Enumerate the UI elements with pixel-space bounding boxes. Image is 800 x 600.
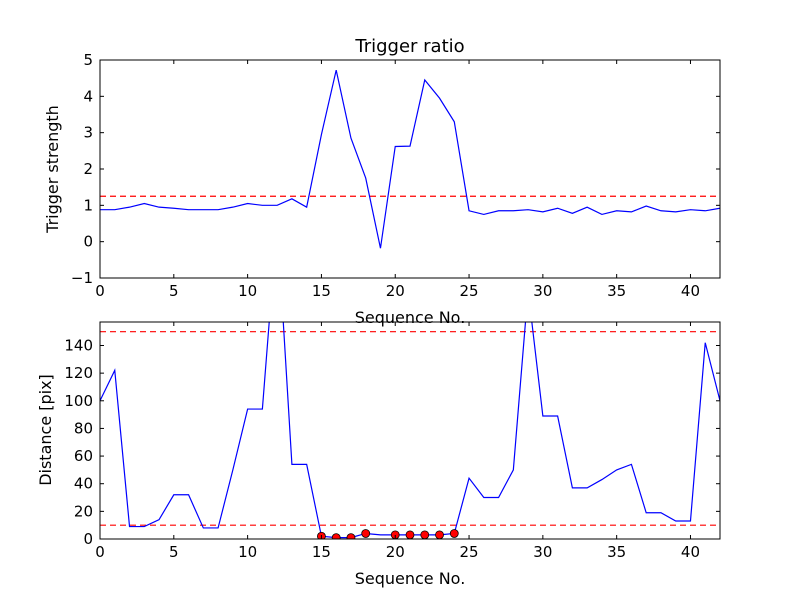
y-tick-label: 0 — [83, 530, 93, 548]
y-tick-label: 4 — [83, 87, 93, 105]
x-tick-label: 25 — [460, 282, 479, 300]
y-tick-label: 100 — [64, 392, 93, 410]
y-tick-label: −1 — [71, 269, 93, 287]
x-tick-label: 30 — [533, 282, 552, 300]
y-tick-label: 5 — [83, 51, 93, 69]
y-tick-label: 20 — [74, 502, 93, 520]
data-point — [331, 533, 341, 539]
series-line — [100, 70, 720, 249]
x-tick-label: 10 — [238, 543, 257, 561]
y-tick-label: 80 — [74, 419, 93, 437]
y-tick-label: 40 — [74, 475, 93, 493]
data-point — [435, 530, 444, 539]
x-tick-label: 20 — [386, 543, 405, 561]
data-point — [420, 530, 430, 539]
y-axis-label: Trigger strength — [43, 105, 62, 234]
x-tick-label: 0 — [95, 282, 105, 300]
x-tick-label: 35 — [607, 543, 626, 561]
x-tick-label: 10 — [238, 282, 257, 300]
x-tick-label: 40 — [681, 543, 700, 561]
plot-area — [100, 322, 720, 539]
data-point — [449, 529, 459, 538]
y-tick-label: 2 — [83, 160, 93, 178]
data-point — [361, 529, 371, 538]
data-point — [405, 530, 415, 539]
x-axis-label: Sequence No. — [355, 308, 466, 327]
x-tick-label: 5 — [169, 543, 179, 561]
y-axis-label: Distance [pix] — [36, 374, 55, 486]
y-tick-label: 60 — [74, 447, 93, 465]
x-tick-label: 0 — [95, 543, 105, 561]
chart-title: Trigger ratio — [354, 36, 464, 57]
ticks: 0 5 10 15 20 25 30 35 40 0 20 40 60 80 100 120 140 — [64, 322, 720, 561]
y-tick-label: 1 — [83, 196, 93, 214]
y-tick-label: 120 — [64, 364, 93, 382]
x-tick-label: 35 — [607, 282, 626, 300]
x-tick-label: 25 — [460, 543, 479, 561]
x-axis-label: Sequence No. — [355, 569, 466, 588]
y-tick-label: 140 — [64, 336, 93, 354]
x-tick-label: 15 — [312, 543, 331, 561]
y-tick-label: 3 — [83, 124, 93, 142]
data-point — [346, 533, 356, 539]
x-tick-label: 30 — [533, 543, 552, 561]
subplot-distance: 0 5 10 15 20 25 30 35 40 0 20 40 60 80 100 120 140 Seque… — [36, 321, 721, 588]
plot-area — [100, 70, 720, 249]
x-tick-label: 20 — [386, 282, 405, 300]
x-tick-label: 40 — [681, 282, 700, 300]
x-tick-label: 5 — [169, 282, 179, 300]
x-tick-label: 15 — [312, 282, 331, 300]
y-tick-label: 0 — [83, 233, 93, 251]
axes-frame — [99, 321, 721, 540]
